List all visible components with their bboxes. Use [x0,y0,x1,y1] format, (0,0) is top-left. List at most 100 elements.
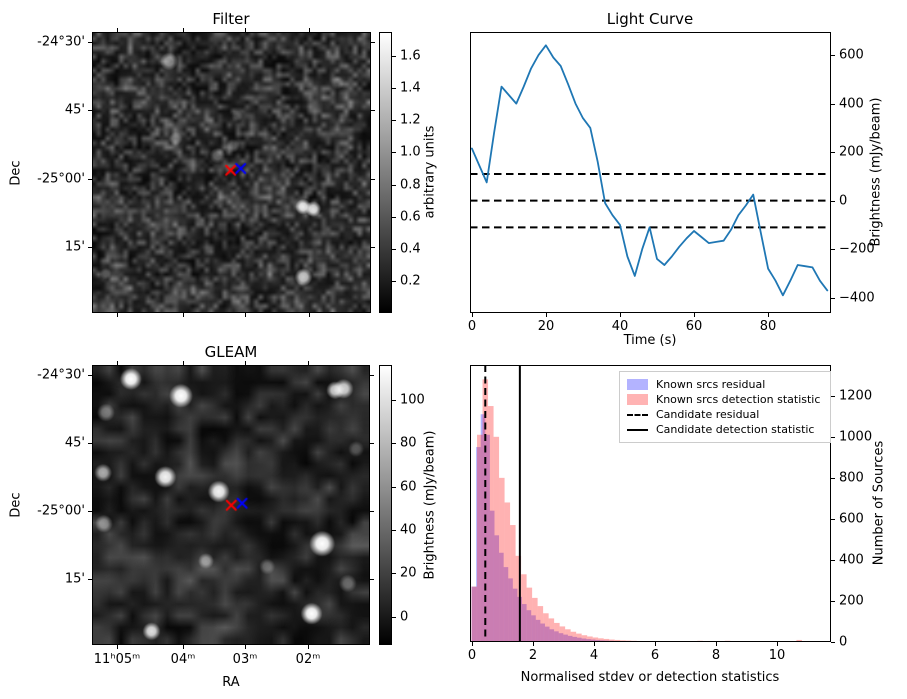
legend-line-sample [627,413,648,416]
hist-bar-residual [526,610,532,642]
filter-colorbar [379,32,392,313]
hist-bar-residual [531,615,536,642]
x-tick-label: 4 [589,648,599,663]
tick-mark [117,313,118,317]
hist-bar-residual [480,414,486,642]
filter-colorbar-label: arbitrary units [422,125,438,219]
hist-bar-residual [540,623,545,642]
tick-mark [371,179,375,180]
tick-mark [245,645,246,649]
tick-mark [117,361,118,365]
colorbar-tick-label: 1.6 [400,48,421,64]
hist-bar-detstat [493,436,500,642]
x-tick-label: 6 [650,648,660,663]
hist-bar-detstat [554,622,560,642]
tick-mark [831,396,835,397]
colorbar-tick-label: 80 [400,435,417,451]
colorbar-tick-label: 60 [400,479,417,495]
hist-bar-detstat [620,640,626,642]
y-tick-label: −400 [839,290,875,306]
y-tick-label: 1000 [839,429,873,445]
tick-mark [472,642,473,646]
hist-bar-detstat [510,525,516,642]
x-tick-label: 04ᵐ [170,652,196,667]
hist-bar-residual [563,634,568,642]
hist-bar-detstat [658,641,665,642]
light-curve-title: Light Curve [606,10,694,28]
x-tick-label: 0 [467,319,477,334]
histogram-legend: Known srcs residual Known srcs detection … [619,371,831,443]
x-tick-label: 80 [759,319,777,334]
hist-bar-residual [503,567,509,642]
tick-mark [831,519,835,520]
colorbar-tick-label: 0 [400,609,409,625]
tick-mark [831,437,835,438]
hist-bar-residual [476,447,481,642]
y-tick-label: 800 [839,470,864,486]
light-curve-ylabel: Brightness (mJy/beam) [868,97,884,247]
hist-bar-detstat [576,633,582,642]
legend-entry: Candidate residual [627,407,823,422]
tick-mark [183,313,184,317]
tick-mark [88,42,92,43]
colorbar-tick-label: 1.4 [400,80,421,96]
hist-bar-detstat [548,618,555,642]
hist-bar-detstat [724,640,731,642]
tick-mark [392,185,396,186]
y-tick-label: 200 [839,144,864,160]
hist-bar-detstat [559,626,566,642]
gleam-image [92,365,370,645]
tick-mark [88,179,92,180]
tick-mark [88,110,92,111]
y-tick-label: -24°30' [37,367,85,383]
y-tick-label: 1200 [839,388,873,404]
y-tick-label: 15' [64,571,85,587]
hist-bar-residual [554,631,559,642]
tick-mark [831,601,835,602]
tick-mark [88,511,92,512]
tick-mark [392,400,396,401]
hist-bar-residual [577,637,582,642]
hist-bar-residual [590,639,596,642]
legend-label: Candidate detection statistic [656,423,815,436]
hist-bar-residual [558,633,564,642]
legend-label: Candidate residual [656,408,760,421]
hist-bar-residual [494,535,500,642]
tick-mark [392,617,396,618]
tick-mark [546,313,547,317]
hist-bar-residual [567,635,573,642]
tick-mark [768,313,769,317]
hist-bar-residual [595,639,601,642]
light-curve-line [471,44,829,297]
hist-bar-residual [485,434,490,642]
tick-mark [88,443,92,444]
legend-line-sample [627,428,648,431]
y-tick-label: 600 [839,511,864,527]
tick-mark [777,642,778,646]
hist-bar-residual [512,588,518,642]
hist-bar-detstat [521,574,527,642]
x-tick-label: 03ᵐ [232,652,258,667]
filter-title: Filter [212,10,250,28]
hist-bar-residual [572,636,578,642]
legend-entry: Known srcs residual [627,377,823,392]
tick-mark [392,217,396,218]
y-tick-label: 600 [839,47,864,63]
hist-bar-detstat [625,640,632,642]
x-tick-label: 10 [768,648,786,663]
hist-bar-detstat [537,606,544,642]
tick-mark [392,152,396,153]
light-curve-xlabel: Time (s) [623,333,677,348]
colorbar-tick-label: 100 [400,392,425,408]
tick-mark [308,361,309,365]
y-tick-label: −200 [839,241,875,257]
tick-mark [831,298,835,299]
tick-mark [594,642,595,646]
y-tick-label: -24°30' [37,34,85,50]
tick-mark [88,579,92,580]
tick-mark [88,375,92,376]
x-tick-label: 0 [467,648,477,663]
colorbar-tick-label: 0.8 [400,177,421,193]
tick-mark [370,375,374,376]
